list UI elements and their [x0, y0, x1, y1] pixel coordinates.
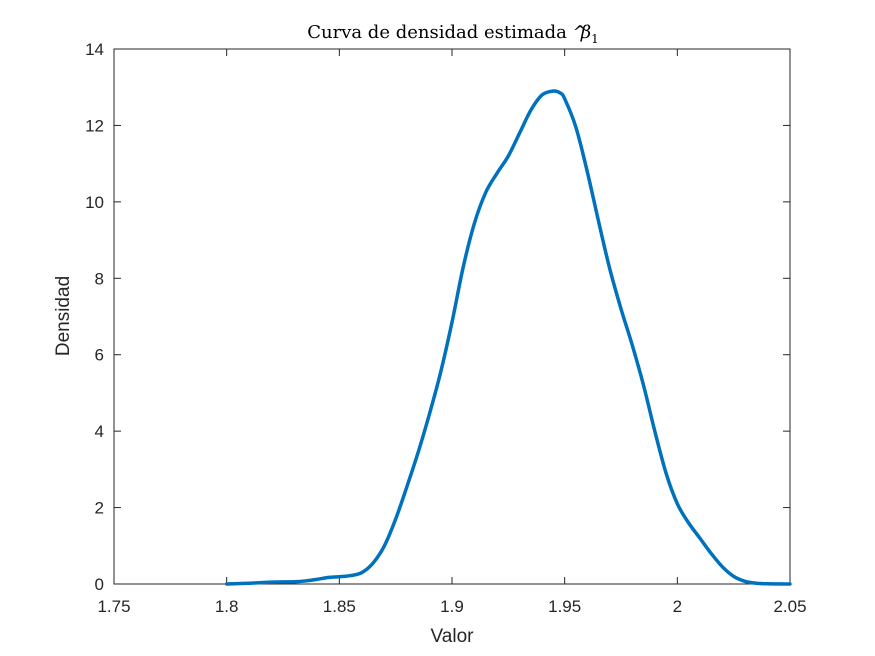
x-tick-label: 2.05 [773, 597, 806, 616]
title-beta-hat-symbol: ^β [573, 22, 592, 43]
x-tick-label: 1.95 [548, 597, 581, 616]
density-curve [224, 89, 792, 586]
x-tick-label: 1.85 [323, 597, 356, 616]
title-beta-glyph: β [580, 22, 591, 43]
y-tick-label: 12 [85, 116, 104, 135]
y-tick-label: 8 [95, 269, 104, 288]
x-tick-label: 2 [673, 597, 682, 616]
x-tick-label: 1.75 [97, 597, 130, 616]
y-tick-label: 4 [95, 422, 104, 441]
chart-title: Curva de densidad estimada ^β1 [307, 22, 599, 46]
y-tick-label: 6 [95, 346, 104, 365]
x-tick-label: 1.8 [215, 597, 239, 616]
x-axis-label: Valor [431, 626, 475, 647]
x-tick-label: 1.9 [440, 597, 464, 616]
title-subscript: 1 [591, 32, 599, 46]
y-tick-label: 14 [85, 40, 104, 59]
y-tick-label: 0 [95, 575, 104, 594]
y-tick-label: 10 [85, 193, 104, 212]
y-axis-label: Densidad [53, 276, 74, 356]
y-tick-label: 2 [95, 499, 104, 518]
title-hat-glyph: ^ [573, 22, 588, 43]
axis-tick-labels: 1.75 1.8 1.85 1.9 1.95 2 2.05 0 2 4 6 8 10 12 14 [85, 40, 806, 616]
